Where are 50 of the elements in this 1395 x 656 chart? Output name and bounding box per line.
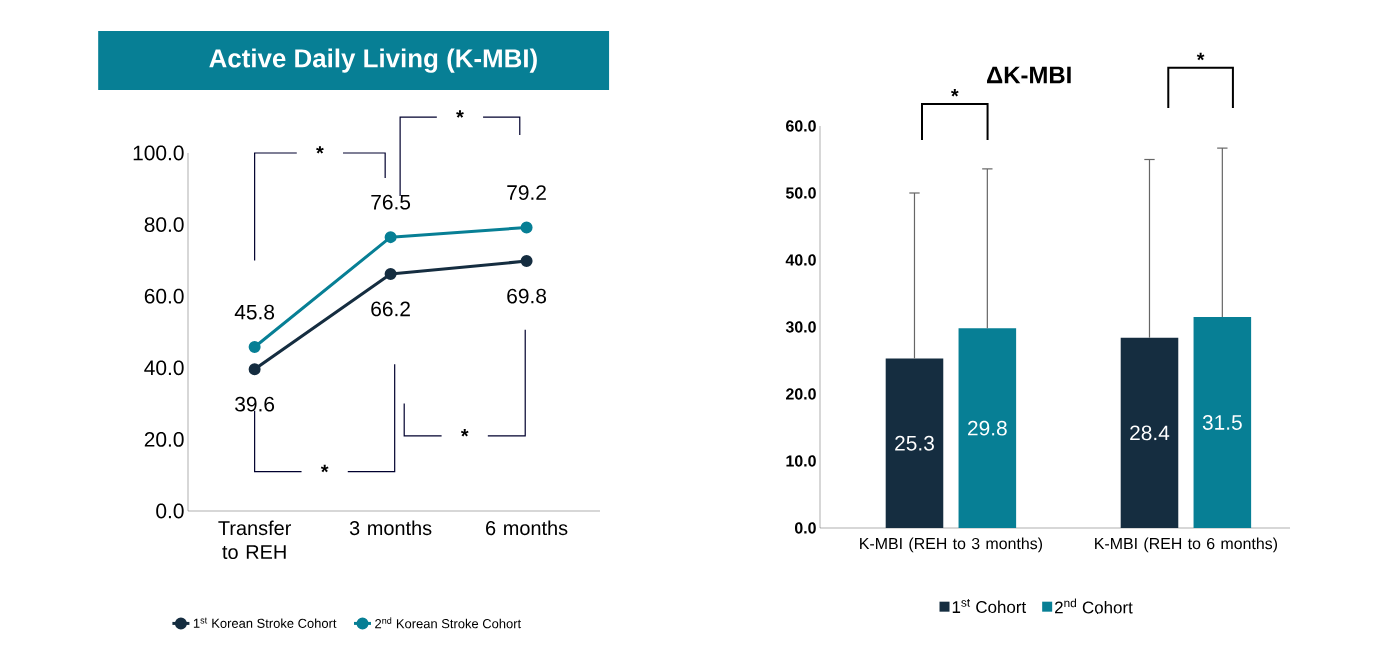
legend-label: 1$^{st}$ Cohort [952, 598, 1027, 614]
x-tick-label: 6 months [486, 520, 568, 536]
x-tick-label: K-MBI (REH to 6 months) [1095, 537, 1278, 553]
data-label: 28.4 [1130, 425, 1170, 441]
y-tick-label: 20.0 [786, 388, 816, 400]
y-tick-label: 40.0 [144, 360, 184, 376]
y-tick-label: 10.0 [786, 455, 816, 467]
annotation: * [316, 146, 324, 154]
data-label: 79.2 [507, 185, 546, 200]
annotation: * [460, 428, 469, 437]
x-tick-label: Transfer to REH [218, 520, 292, 560]
chart-title: ΔK-MBI [987, 66, 1071, 84]
point [384, 268, 397, 280]
bar [885, 358, 944, 528]
data-label: 25.3 [895, 435, 934, 451]
bar [958, 328, 1017, 528]
point [248, 363, 261, 376]
text: * [1196, 52, 1205, 61]
x-tick-label: 3 months [349, 520, 432, 536]
legend-label: 1$^{st}$ Korean Stroke Cohort [193, 617, 337, 628]
legend-label: 2$^{nd}$ Cohort [1055, 598, 1133, 614]
y-tick-label: 0.0 [156, 503, 184, 519]
y-tick-label: 40.0 [785, 254, 816, 266]
y-tick-label: 100.0 [133, 145, 184, 161]
legend-label: 2$^{nd}$ Korean Stroke Cohort [375, 617, 522, 629]
data-label: 66.2 [371, 301, 410, 317]
point [520, 255, 533, 268]
text: * [950, 88, 959, 97]
data-label: 45.8 [234, 304, 275, 320]
text: * [456, 110, 464, 118]
x-tick-label: K-MBI (REH to 3 months) [860, 537, 1043, 553]
annotation: * [320, 464, 329, 473]
data-label: 31.5 [1202, 415, 1242, 430]
y-tick-label: 30.0 [785, 321, 816, 333]
data-label: 76.5 [371, 194, 411, 210]
bar [1120, 337, 1179, 528]
data-label: 69.8 [507, 288, 547, 304]
bar [1193, 316, 1252, 528]
y-tick-label: 60.0 [786, 120, 816, 132]
data-label: 29.8 [968, 420, 1007, 436]
y-tick-label: 0.0 [794, 522, 816, 534]
y-tick-label: 60.0 [144, 288, 184, 304]
chart-title: Active Daily Living (K-MBI) [209, 48, 537, 73]
point [520, 221, 533, 234]
y-tick-label: 50.0 [785, 187, 816, 199]
y-tick-label: 80.0 [144, 217, 184, 232]
y-tick-label: 20.0 [144, 431, 184, 447]
point [248, 341, 261, 354]
data-label: 39.6 [235, 396, 275, 412]
point [384, 231, 397, 244]
